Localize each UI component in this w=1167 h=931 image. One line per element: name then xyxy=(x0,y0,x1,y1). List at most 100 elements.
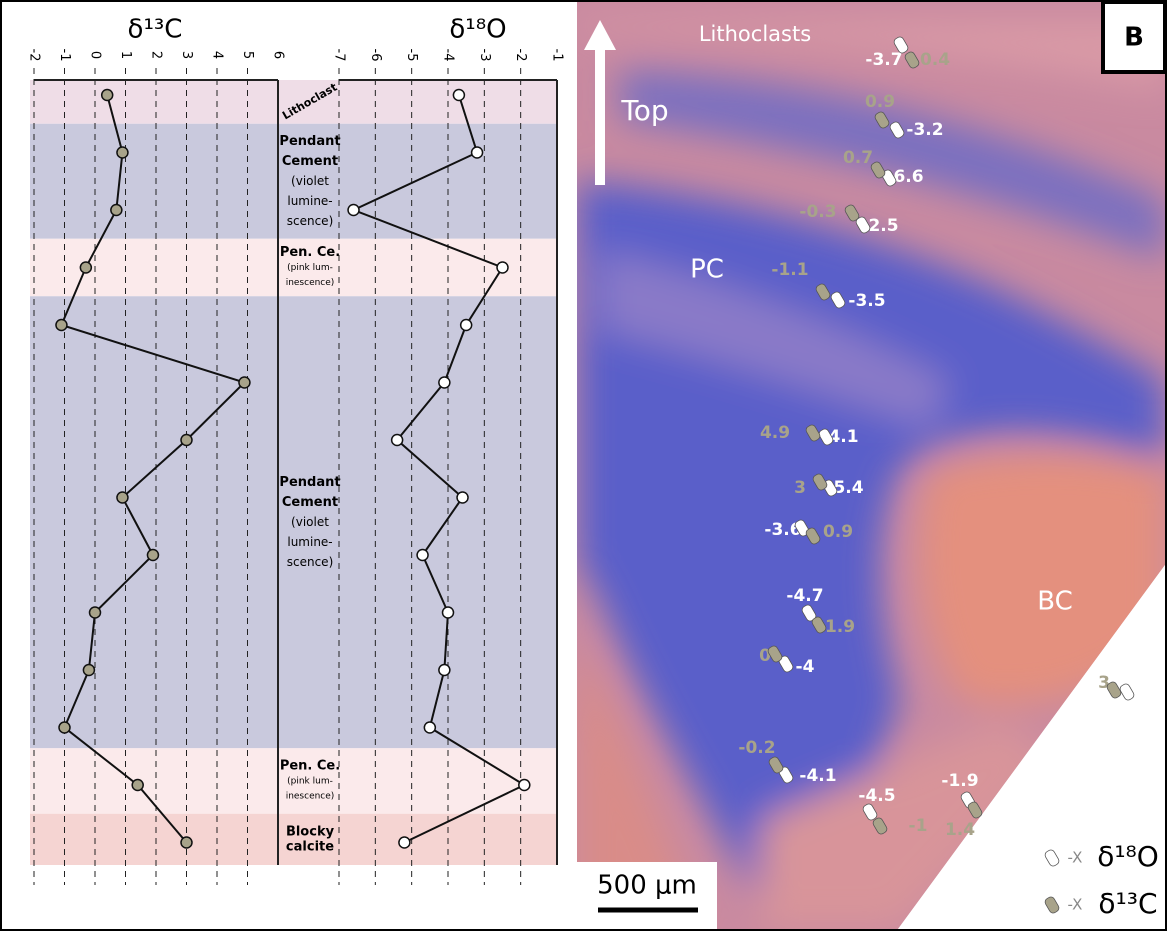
data-point xyxy=(110,203,123,217)
data-point xyxy=(79,261,93,274)
data-point xyxy=(180,836,193,849)
data-point xyxy=(116,491,129,504)
c-value-label: -1 xyxy=(909,816,928,836)
pill-marker xyxy=(1106,681,1122,699)
x-tick-label: 2 xyxy=(149,51,164,59)
pill-marker xyxy=(904,51,920,69)
o-value-label: -4.7 xyxy=(786,586,823,606)
x-tick-label: 3 xyxy=(179,51,194,59)
x-tick-label: 4 xyxy=(210,51,225,59)
pill-marker xyxy=(893,36,909,54)
x-tick-label: 6 xyxy=(271,51,286,59)
c-value-label: 0.7 xyxy=(843,148,873,168)
photo-label: BC xyxy=(1037,587,1073,617)
o-value-label: -3.7 xyxy=(865,50,902,70)
zone-label: Cement xyxy=(282,154,338,169)
x-tick-label: -7 xyxy=(332,49,347,62)
zone xyxy=(30,748,557,814)
data-point xyxy=(131,778,144,792)
c-value-label: 0.9 xyxy=(823,522,853,542)
x-tick-label: -2 xyxy=(513,49,528,62)
legend-swatch xyxy=(1044,849,1060,867)
chart-title: δ¹³C xyxy=(128,15,183,45)
data-point xyxy=(496,261,509,274)
legend-key: -X xyxy=(1068,849,1083,867)
o-value-label: -4.5 xyxy=(858,786,895,806)
o-value-label: -2.5 xyxy=(861,216,898,236)
pill-marker xyxy=(815,283,831,301)
c-value-label: -0.2 xyxy=(738,738,775,758)
o-value-label: -4.1 xyxy=(799,766,836,786)
pill-marker xyxy=(874,111,890,129)
o-value-label: -5.2 xyxy=(1126,660,1163,680)
c-value-label: 3 xyxy=(1098,673,1110,693)
pill-marker xyxy=(1119,683,1135,701)
profile-line xyxy=(60,94,247,844)
data-point xyxy=(347,203,360,217)
o-value-label: -3.2 xyxy=(906,120,943,140)
pill-marker xyxy=(811,616,827,634)
pill-marker xyxy=(855,216,871,234)
legend-label: δ¹⁸O xyxy=(1097,840,1159,873)
data-point xyxy=(459,318,473,332)
c-value-label: -1.1 xyxy=(771,260,808,280)
data-point xyxy=(398,836,411,849)
profile-plot: LithoclastPendantCement(violetlumine-sce… xyxy=(27,15,565,885)
photo-annotations: Lithoclasts Top PC BC B 500 μm -3.7 0.4 -3.2 0.9 -… xyxy=(577,0,1167,929)
pill-marker xyxy=(870,161,886,179)
zone-label: scence) xyxy=(287,555,334,569)
legend-swatch xyxy=(1044,896,1060,914)
data-point xyxy=(423,721,437,734)
c-value-label: 0.4 xyxy=(920,50,950,70)
zone-label: (violet xyxy=(291,515,329,529)
zone-label: inescence) xyxy=(286,792,335,802)
zone-label: lumine- xyxy=(287,194,332,208)
x-tick-label: 1 xyxy=(118,51,133,59)
profile-line xyxy=(350,94,527,844)
pill-marker xyxy=(830,291,846,309)
pill-marker xyxy=(805,424,821,442)
data-point xyxy=(518,778,531,792)
pill-marker xyxy=(768,756,784,774)
o-value-label: -3.5 xyxy=(848,291,885,311)
photo-corner xyxy=(898,565,1165,929)
zone-label: Pen. Ce. xyxy=(280,759,340,774)
panel-box xyxy=(1101,0,1167,74)
zone xyxy=(30,80,557,124)
zone xyxy=(30,238,557,297)
pill-marker xyxy=(767,645,783,663)
x-tick-label: -3 xyxy=(477,49,492,62)
scale-label: 500 μm xyxy=(597,871,697,901)
data-point xyxy=(146,548,160,562)
zone-label: (violet xyxy=(291,174,329,188)
chart-title: δ¹⁸O xyxy=(449,15,506,45)
data-point xyxy=(438,663,451,677)
x-tick-label: 5 xyxy=(240,51,255,59)
zone-label: Blocky xyxy=(286,824,335,839)
data-point xyxy=(416,548,429,562)
zone-label: Cement xyxy=(282,495,338,510)
pill-marker xyxy=(872,817,888,835)
data-point xyxy=(438,376,451,389)
data-point xyxy=(58,721,71,734)
pill-marker xyxy=(862,803,878,821)
zone-label: Pendant xyxy=(279,134,340,149)
pill-marker xyxy=(967,801,983,819)
o-value-label: -3.6 xyxy=(764,520,801,540)
x-tick-label: -2 xyxy=(27,49,42,62)
pill-marker xyxy=(818,428,834,446)
data-point xyxy=(470,146,484,159)
o-value-label: -1.9 xyxy=(941,771,978,791)
data-point xyxy=(238,376,251,389)
data-point xyxy=(100,88,114,102)
pill-marker xyxy=(881,169,897,187)
zone xyxy=(30,123,557,239)
pill-marker xyxy=(889,121,905,139)
x-tick-label: -1 xyxy=(550,49,565,62)
x-tick-label: -1 xyxy=(57,49,72,62)
photo-label: Lithoclasts xyxy=(699,22,811,46)
data-point xyxy=(116,146,129,159)
panel-letter: B xyxy=(1124,23,1144,53)
data-point xyxy=(88,606,102,619)
legend-key: -X xyxy=(1068,896,1083,914)
